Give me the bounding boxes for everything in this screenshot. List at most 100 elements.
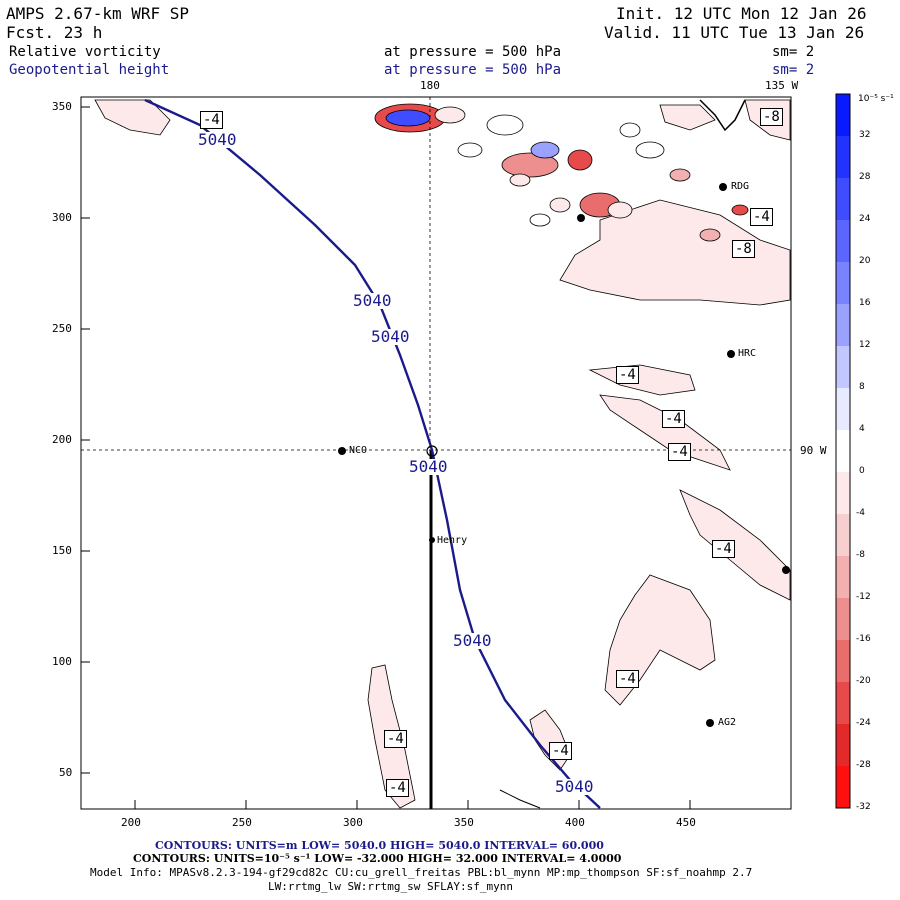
contours-vorticity-info: CONTOURS: UNITS=10⁻⁵ s⁻¹ LOW= -32.000 HI… — [133, 852, 622, 865]
vorticity-label: -4 — [386, 779, 409, 797]
y-tick-250: 250 — [52, 322, 72, 335]
meridian-label-135w: 135 W — [765, 79, 799, 92]
station-rdg-marker — [719, 183, 727, 191]
colorbar-tick-label: -4 — [856, 508, 865, 518]
colorbar-tick-label: -24 — [856, 718, 871, 728]
colorbar-tick-label: -8 — [856, 550, 865, 560]
station-label-rdg: RDG — [731, 181, 750, 192]
colorbar-swatch — [836, 136, 850, 179]
vorticity-label: -4 — [549, 742, 572, 760]
station-label-hrc: HRC — [738, 348, 757, 359]
colorbar-tick-label: -16 — [856, 634, 871, 644]
field1-name: Relative vorticity — [9, 44, 161, 60]
station-label-henry: Henry — [437, 535, 468, 546]
meridian-label-180: 180 — [420, 79, 440, 92]
colorbar-swatch — [836, 388, 850, 431]
colorbar-tick-label: -12 — [856, 592, 871, 602]
colorbar-swatch — [836, 682, 850, 725]
station-label-nco: NCO — [349, 445, 368, 456]
vorticity-label: -4 — [200, 111, 223, 129]
coastline-south — [499, 789, 541, 809]
y-tick-50: 50 — [59, 766, 73, 779]
model-info-2: LW:rrtmg_lw SW:rrtmg_sw SFLAY:sf_mynn — [268, 880, 514, 893]
field2-name: Geopotential height — [9, 62, 170, 78]
vorticity-label: -4 — [616, 366, 639, 384]
field1-level: at pressure = 500 hPa — [384, 44, 562, 60]
forecast-hour: Fcst. 23 h — [6, 23, 103, 42]
meridian-label-90w: 90 W — [800, 444, 827, 457]
colorbar-tick-label: 20 — [859, 256, 871, 266]
vorticity-label: -4 — [616, 670, 639, 688]
colorbar-tick-label: 16 — [859, 298, 871, 308]
vorticity-label: -4 — [662, 410, 685, 428]
station-ag2-marker — [706, 719, 714, 727]
colorbar-tick-label: 32 — [859, 130, 871, 140]
colorbar-swatch — [836, 304, 850, 347]
axis-ticks — [81, 106, 691, 809]
station-edge-marker — [782, 566, 790, 574]
vorticity-label: -4 — [668, 443, 691, 461]
vorticity-label: -8 — [732, 240, 755, 258]
colorbar-tick-label: 0 — [859, 466, 865, 476]
height-label: 5040 — [555, 777, 594, 796]
height-label: 5040 — [371, 327, 410, 346]
colorbar-swatch — [836, 640, 850, 683]
colorbar-tick-label: 12 — [859, 340, 871, 350]
valid-time: Valid. 11 UTC Tue 13 Jan 26 — [604, 23, 865, 42]
colorbar-swatch — [836, 346, 850, 389]
y-tick-200: 200 — [52, 433, 72, 446]
colorbar-swatch — [836, 178, 850, 221]
colorbar-swatch — [836, 598, 850, 641]
colorbar-swatch — [836, 94, 850, 137]
y-tick-300: 300 — [52, 211, 72, 224]
field1-smoothing: sm= 2 — [772, 44, 815, 60]
vorticity-label: -4 — [750, 208, 773, 226]
colorbar-unit: 10⁻⁵ s⁻¹ — [858, 94, 894, 104]
height-label: 5040 — [198, 130, 237, 149]
colorbar-tick-label: -20 — [856, 676, 871, 686]
station-markers — [338, 183, 790, 727]
x-tick-400: 400 — [565, 816, 585, 829]
station-label-ag2: AG2 — [718, 717, 737, 728]
station-hrc-marker — [727, 350, 735, 358]
colorbar-tick-label: 28 — [859, 172, 871, 182]
colorbar-swatch — [836, 514, 850, 557]
vorticity-cells — [374, 103, 749, 242]
colorbar-tick-label: 8 — [859, 382, 865, 392]
y-tick-350: 350 — [52, 100, 72, 113]
vorticity-label: -4 — [384, 730, 407, 748]
station-misc-marker — [577, 214, 585, 222]
colorbar-swatch — [836, 430, 850, 473]
vorticity-label: -4 — [712, 540, 735, 558]
field2-level: at pressure = 500 hPa — [384, 62, 562, 78]
colorbar-swatch — [836, 766, 850, 809]
colorbar-swatch — [836, 472, 850, 515]
colorbar-swatch — [836, 724, 850, 767]
negative-vorticity-regions — [94, 99, 791, 809]
colorbar — [836, 94, 850, 809]
init-time: Init. 12 UTC Mon 12 Jan 26 — [616, 4, 867, 23]
y-tick-100: 100 — [52, 655, 72, 668]
y-tick-150: 150 — [52, 544, 72, 557]
contours-height-info: CONTOURS: UNITS=m LOW= 5040.0 HIGH= 5040… — [155, 839, 604, 852]
colorbar-tick-label: 4 — [859, 424, 865, 434]
colorbar-swatch — [836, 262, 850, 305]
colorbar-swatch — [836, 220, 850, 263]
x-tick-250: 250 — [232, 816, 252, 829]
height-label: 5040 — [409, 457, 448, 476]
height-label: 5040 — [453, 631, 492, 650]
field2-smoothing: sm= 2 — [772, 62, 815, 78]
height-label: 5040 — [353, 291, 392, 310]
model-info: Model Info: MPASv8.2.3-194-gf29cd82c CU:… — [90, 866, 753, 879]
x-tick-200: 200 — [121, 816, 141, 829]
colorbar-tick-label: -32 — [856, 802, 871, 812]
colorbar-tick-label: 24 — [859, 214, 871, 224]
product-title: AMPS 2.67-km WRF SP — [6, 4, 190, 23]
vorticity-label: -8 — [760, 108, 783, 126]
colorbar-swatch — [836, 556, 850, 599]
section-pivot-marker — [426, 445, 438, 457]
x-tick-300: 300 — [343, 816, 363, 829]
colorbar-frame — [835, 93, 851, 809]
height-contour-5040 — [144, 98, 601, 809]
